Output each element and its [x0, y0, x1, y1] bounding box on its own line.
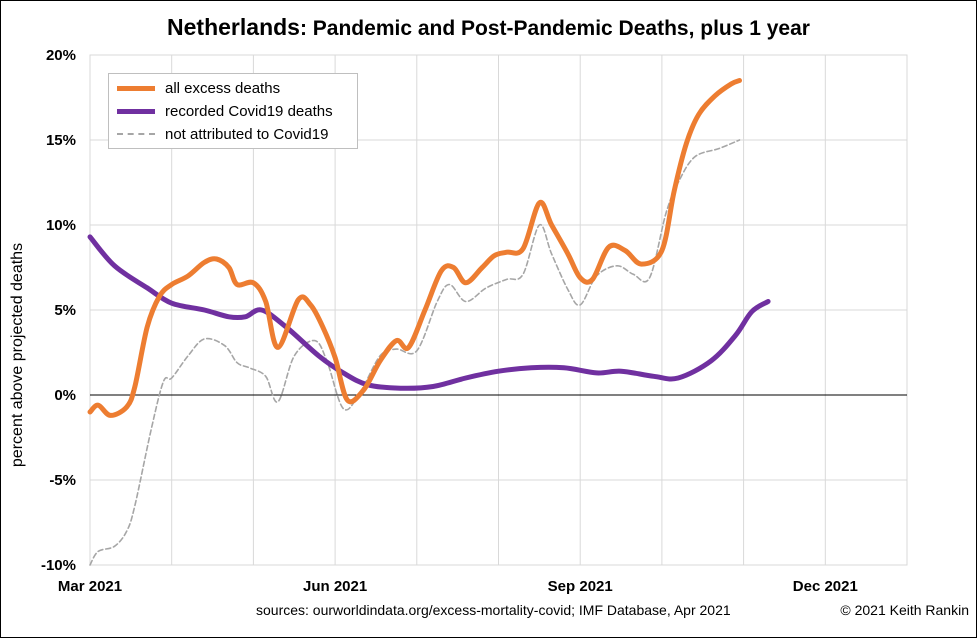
x-tick-label: Sep 2021 — [548, 578, 613, 595]
x-tick-label: Dec 2021 — [793, 578, 858, 595]
y-tick-label: 5% — [54, 302, 76, 319]
legend: all excess deaths recorded Covid19 death… — [108, 73, 358, 149]
copyright-note: © 2021 Keith Rankin — [840, 602, 969, 618]
x-tick-label: Mar 2021 — [58, 578, 122, 595]
series-not-attributed — [89, 139, 741, 566]
y-tick-label: -5% — [49, 472, 76, 489]
legend-item-covid: recorded Covid19 deaths — [117, 101, 333, 121]
legend-swatch-covid — [117, 108, 155, 114]
y-tick-label: 15% — [46, 132, 76, 149]
y-tick-label: 10% — [46, 217, 76, 234]
legend-label-not-attributed: not attributed to Covid19 — [165, 125, 329, 143]
legend-label-all-excess: all excess deaths — [165, 79, 281, 97]
y-tick-label: -10% — [41, 557, 76, 574]
y-axis-label: percent above projected deaths — [9, 242, 26, 468]
chart-title: Netherlands: Pandemic and Post-Pandemic … — [0, 14, 977, 41]
legend-item-not-attributed: not attributed to Covid19 — [117, 124, 328, 144]
y-tick-label: 20% — [46, 47, 76, 64]
chart-title-country: Netherlands — [167, 14, 300, 40]
sources-note: sources: ourworldindata.org/excess-morta… — [256, 602, 731, 618]
series-recorded-covid-deaths — [87, 234, 771, 391]
x-tick-label: Jun 2021 — [303, 578, 367, 595]
legend-swatch-not-attributed — [117, 133, 155, 135]
chart-title-rest: : Pandemic and Post-Pandemic Deaths, plu… — [299, 17, 810, 40]
y-tick-label: 0% — [54, 387, 76, 404]
legend-item-all-excess: all excess deaths — [117, 78, 280, 98]
series-all-excess-deaths — [87, 78, 742, 418]
legend-label-covid: recorded Covid19 deaths — [165, 102, 333, 120]
legend-swatch-all-excess — [117, 85, 155, 91]
